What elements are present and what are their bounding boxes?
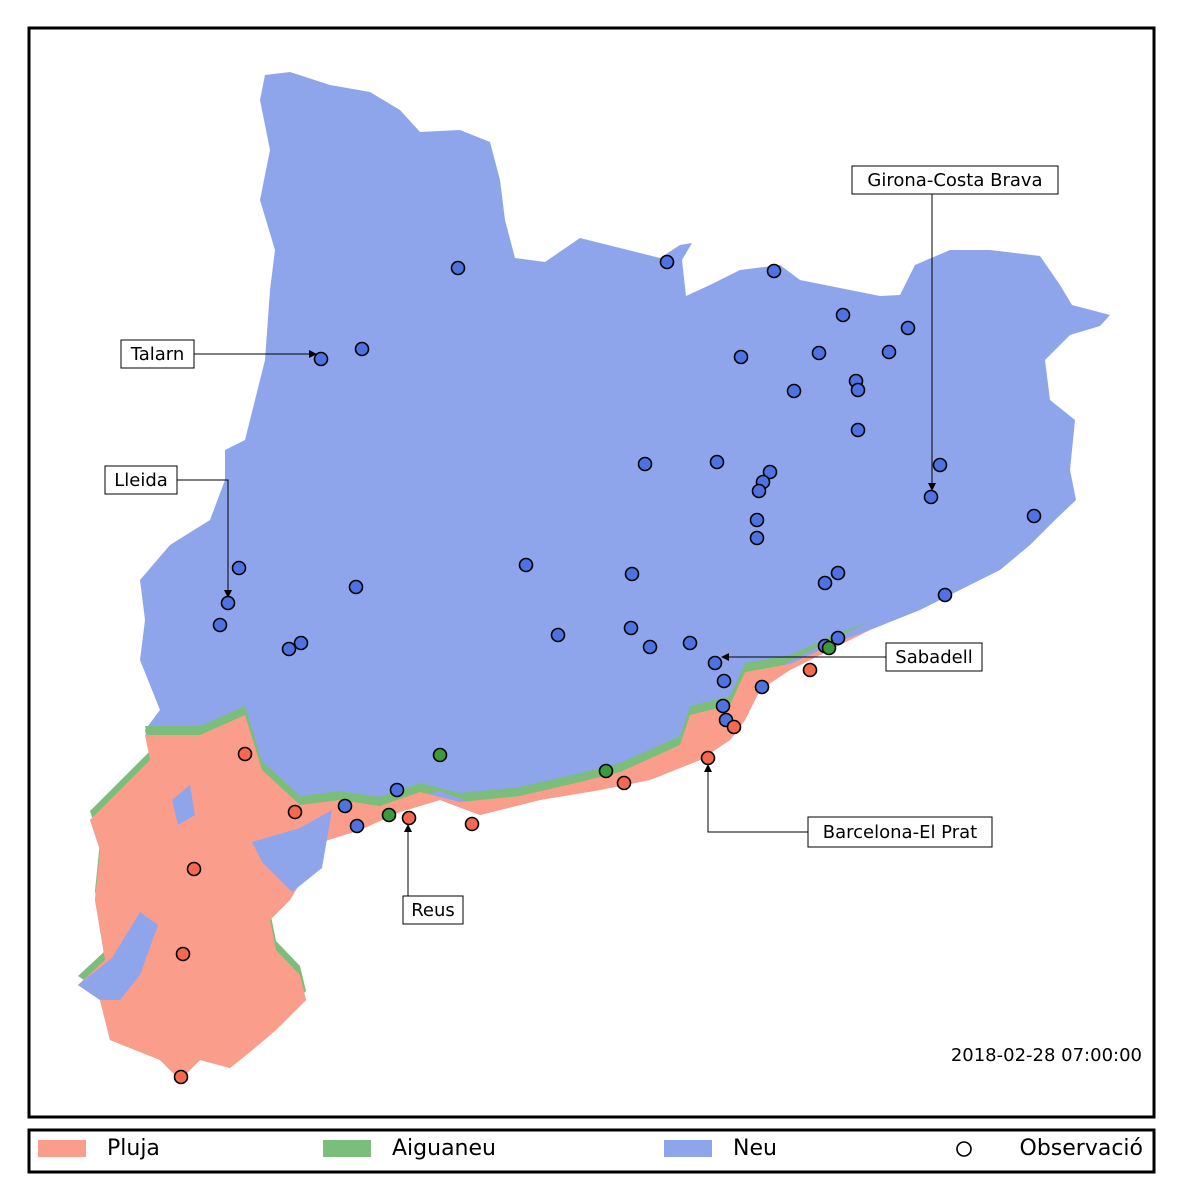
observation [937, 587, 953, 603]
observation [348, 579, 364, 595]
observation [598, 763, 614, 779]
observation [432, 747, 448, 763]
observation [186, 861, 202, 877]
annotation-label: Lleida [114, 470, 168, 491]
observation [817, 575, 833, 591]
observation [751, 483, 767, 499]
snow-patch [252, 810, 332, 892]
observation [281, 641, 297, 657]
observation [293, 635, 309, 651]
observation [749, 512, 765, 528]
observation [881, 344, 897, 360]
annotation-box [120, 339, 195, 369]
observation [830, 565, 846, 581]
observation [175, 946, 191, 962]
observation [642, 639, 658, 655]
observation [616, 775, 632, 791]
snow-patch [78, 912, 158, 1000]
observation [707, 655, 723, 671]
annotation-label: Girona-Costa Brava [867, 170, 1042, 191]
observation [354, 341, 370, 357]
observation [811, 345, 827, 361]
observation [716, 673, 732, 689]
observation [624, 566, 640, 582]
annotation-arrow [704, 764, 808, 833]
legend-label: Aiguaneu [392, 1136, 496, 1161]
legend-frame [27, 1128, 1156, 1174]
land [78, 72, 1110, 1080]
observation [313, 351, 329, 367]
observation [349, 818, 365, 834]
observation [754, 679, 770, 695]
observation [830, 630, 846, 646]
annotation-arrow [177, 479, 232, 598]
observation [464, 816, 480, 832]
observation [923, 489, 939, 505]
observation [231, 560, 247, 576]
observation [715, 698, 731, 714]
observation [762, 464, 778, 480]
observation [1026, 508, 1042, 524]
annotation-label: Sabadell [895, 647, 972, 668]
annotation-label: Barcelona-El Prat [823, 822, 977, 843]
observation [450, 260, 466, 276]
observation [733, 349, 749, 365]
observation [835, 307, 851, 323]
annotations: Talarn Lleida Girona-Costa Brava Sabadell Ba… [104, 165, 1059, 925]
observation [337, 798, 353, 814]
observation [749, 530, 765, 546]
observation [786, 383, 802, 399]
observation [518, 557, 534, 573]
annotation-box [402, 895, 464, 925]
observation [709, 454, 725, 470]
observation [173, 1069, 189, 1085]
annotation-box [851, 165, 1059, 195]
observation [287, 804, 303, 820]
legend-label: Observació [1020, 1136, 1144, 1161]
timestamp: 2018-02-28 07:00:00 [951, 1045, 1142, 1066]
observation [932, 457, 948, 473]
snow-patch [172, 785, 195, 825]
annotation-label: Reus [411, 900, 455, 921]
observation [682, 635, 698, 651]
observation [850, 422, 866, 438]
legend-swatch [664, 1140, 712, 1157]
observation [220, 595, 236, 611]
annotation-box [104, 465, 178, 495]
observation [700, 750, 716, 766]
observation [212, 617, 228, 633]
legend-swatch [323, 1140, 371, 1157]
observation [821, 640, 837, 656]
legend-label: Neu [733, 1136, 777, 1161]
observation [659, 254, 675, 270]
observation [550, 627, 566, 643]
observation [726, 719, 742, 735]
annotation-box [807, 816, 993, 848]
observation [637, 456, 653, 472]
observation [237, 746, 253, 762]
rain-area [78, 630, 870, 1080]
observation [802, 662, 818, 678]
observation [401, 810, 417, 826]
observation [900, 320, 916, 336]
legend-marker [956, 1141, 972, 1157]
observation [766, 263, 782, 279]
observation [850, 382, 866, 398]
legend-label: Pluja [107, 1136, 160, 1161]
annotation-box [885, 642, 983, 672]
observation [389, 782, 405, 798]
annotation-label: Talarn [130, 344, 185, 365]
observations [173, 254, 1042, 1085]
legend: Pluja Aiguaneu Neu Observació [38, 1136, 1143, 1161]
observation [381, 807, 397, 823]
legend-swatch [38, 1140, 86, 1157]
observation [623, 620, 639, 636]
